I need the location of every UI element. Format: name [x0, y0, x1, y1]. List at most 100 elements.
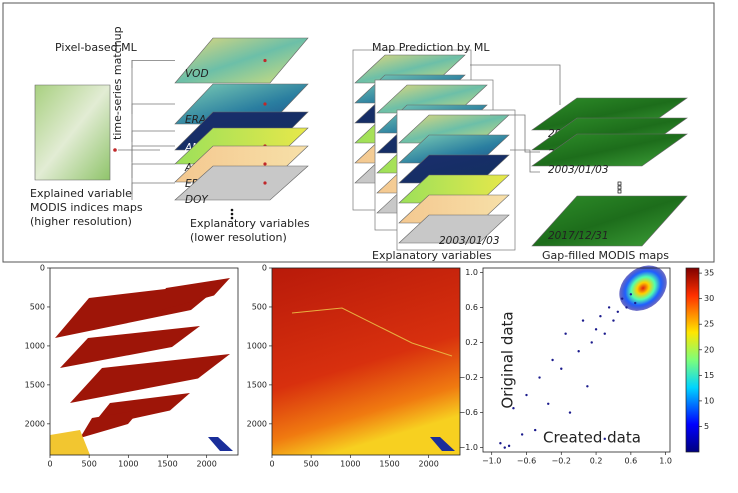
scatter-point	[547, 402, 550, 406]
dot	[230, 208, 234, 212]
axes-frame	[271, 267, 461, 456]
explanatory-label: Explanatory variables	[190, 217, 310, 230]
connector	[131, 163, 175, 178]
sample-point	[263, 102, 267, 106]
x-tick-label: 1000	[340, 460, 360, 469]
matchup-label: time-series matchup	[111, 26, 124, 140]
x-tick-label: 1500	[379, 460, 399, 469]
scatter-point	[581, 319, 585, 322]
scatter-point	[499, 442, 502, 445]
scatter-point	[577, 350, 580, 353]
x-tick-label: 500	[82, 460, 97, 469]
y-tick-label: −0.2	[459, 373, 478, 382]
diagram-frame	[2, 2, 715, 263]
y-tick-label: 500	[30, 302, 45, 311]
x-tick-label: 0.6	[624, 457, 637, 466]
x-tick-label: −1.0	[482, 457, 501, 466]
explained-label: (higher resolution)	[30, 215, 132, 228]
layer-label: DOY	[185, 194, 209, 206]
scatter-point	[586, 385, 589, 388]
y-tick-label: 1500	[25, 380, 45, 389]
y-tick-label: 1000	[247, 341, 267, 350]
sample-point	[263, 58, 267, 63]
scatter-point	[568, 411, 572, 414]
scatter-point	[607, 306, 611, 309]
density-blob	[619, 265, 667, 311]
scatter-point	[507, 444, 511, 448]
section-title: Pixel-based ML	[55, 41, 138, 54]
x-tick-label: 2000	[418, 460, 438, 469]
x-tick-label: 1.0	[659, 457, 672, 466]
y-tick-label: 2000	[25, 419, 45, 428]
colorbar-tick-label: 35	[704, 269, 714, 278]
x-tick-label: 0.2	[590, 457, 603, 466]
scatter-point	[503, 446, 506, 449]
explanatory-label: (lower resolution)	[190, 231, 287, 244]
map-patch	[208, 437, 233, 451]
colorbar-tick-label: 25	[704, 320, 714, 329]
connector	[470, 64, 561, 105]
map-patch	[150, 278, 230, 313]
sample-point	[263, 162, 267, 166]
stack-caption: Explanatory variables	[372, 249, 492, 262]
colorbar	[685, 267, 700, 453]
scatter-point	[599, 314, 602, 318]
dot	[617, 189, 622, 194]
map-layer	[174, 37, 309, 84]
y-tick-label: 0	[262, 264, 267, 273]
x-tick-label: 0	[269, 460, 274, 469]
x-tick-label: 1500	[157, 460, 177, 469]
y-annotation: Original data	[499, 311, 517, 408]
axes-frame	[49, 267, 239, 456]
connector	[490, 114, 540, 153]
output-caption: Gap-filled MODIS maps	[542, 249, 669, 262]
dot	[230, 216, 234, 220]
y-tick-label: 0.6	[465, 303, 478, 312]
scatter-point	[520, 433, 524, 436]
scatter-point	[538, 376, 541, 379]
dot	[617, 181, 622, 186]
y-tick-label: −0.6	[459, 408, 478, 417]
map-layer	[34, 84, 111, 181]
map-layer	[531, 195, 688, 247]
connector	[510, 149, 540, 173]
map-layer	[531, 133, 688, 167]
scatter-point	[616, 310, 620, 314]
colorbar-tick-label: 20	[704, 345, 714, 354]
sample-point	[263, 181, 267, 185]
scatter-point	[533, 428, 537, 432]
colorbar-tick-label: 30	[704, 294, 714, 303]
scatter-point	[594, 328, 598, 331]
dot	[617, 185, 622, 190]
scatter-point	[551, 358, 554, 362]
scatter-point	[525, 393, 528, 397]
x-tick-label: −0.6	[517, 457, 536, 466]
colorbar-tick-label: 5	[704, 422, 709, 431]
y-tick-label: 1000	[25, 341, 45, 350]
map-image	[272, 268, 460, 455]
x-tick-label: 500	[304, 460, 319, 469]
output-date: 2017/12/31	[548, 230, 609, 242]
scatter-point	[512, 406, 515, 410]
y-tick-label: −1.0	[459, 443, 478, 452]
stack-date: 2003/01/03	[439, 235, 500, 247]
map-patch	[70, 354, 230, 403]
map-river	[291, 307, 453, 357]
y-tick-label: 1500	[247, 380, 267, 389]
scatter-point	[560, 367, 563, 370]
y-tick-label: 2000	[247, 419, 267, 428]
y-tick-label: 500	[252, 302, 267, 311]
x-tick-label: 1000	[118, 460, 138, 469]
explained-label: Explained variable	[30, 187, 132, 200]
map-patch	[50, 430, 90, 455]
scatter-point	[612, 319, 615, 322]
output-date: 2003/01/03	[548, 164, 609, 176]
scatter-point	[629, 293, 633, 296]
connector	[131, 145, 175, 162]
diagram: VODERA parameter1AMSR NDPIAMSR SWEERA pa…	[34, 37, 688, 251]
scatter-point	[603, 437, 606, 441]
connector	[131, 182, 175, 194]
section-title: Map Prediction by ML	[372, 41, 490, 54]
